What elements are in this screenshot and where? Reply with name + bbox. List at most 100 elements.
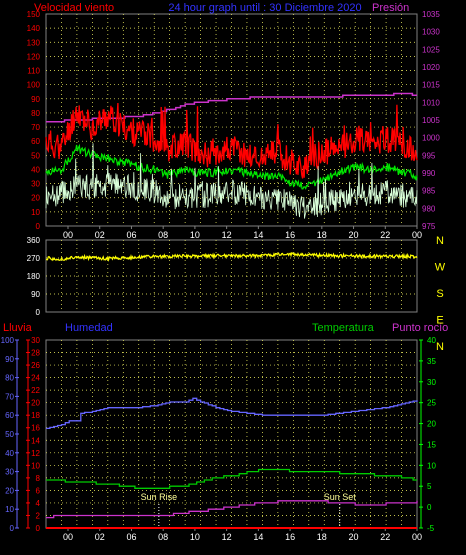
rain-tick-label: 10 bbox=[31, 461, 40, 470]
wind-speed-tick-label: 20 bbox=[31, 194, 40, 203]
graph-period-title: 24 hour graph until : 30 Diciembre 2020 bbox=[168, 2, 361, 14]
climate-panel-x-tick-label: 22 bbox=[380, 532, 390, 542]
wind-panel-x-tick-label: 16 bbox=[285, 230, 295, 240]
wind-panel-x-tick-label: 02 bbox=[95, 230, 105, 240]
wind-panel-x-tick-label: 14 bbox=[253, 230, 263, 240]
humidity-series-line bbox=[46, 397, 418, 430]
wind_avg-series-line bbox=[45, 143, 418, 219]
pressure-tick-label: 1000 bbox=[422, 134, 440, 143]
rain-tick-label: 20 bbox=[31, 399, 40, 408]
pressure-tick-label: 1005 bbox=[422, 116, 440, 125]
wind-speed-title: Velocidad viento bbox=[34, 2, 114, 14]
wind-speed-tick-label: 40 bbox=[31, 165, 40, 174]
climate-panel-x-tick-label: 00 bbox=[412, 532, 422, 542]
wind_gust-series-line bbox=[45, 143, 418, 190]
wind-speed-tick-label: 60 bbox=[31, 137, 40, 146]
wind-speed-tick-label: 140 bbox=[27, 24, 41, 33]
climate-panel-x-tick-label: 00 bbox=[63, 532, 73, 542]
rain-tick-label: 22 bbox=[31, 386, 40, 395]
rain-tick-label: 30 bbox=[31, 336, 40, 345]
compass-label: N bbox=[436, 341, 444, 353]
humidity-tick-label: 100 bbox=[1, 336, 15, 345]
humidity-tick-label: 80 bbox=[5, 374, 14, 383]
humidity-tick-label: 60 bbox=[5, 411, 14, 420]
pressure-tick-label: 985 bbox=[422, 187, 436, 196]
rain-tick-label: 12 bbox=[31, 449, 40, 458]
climate-panel-x-tick-label: 12 bbox=[222, 532, 232, 542]
rain-tick-label: 4 bbox=[36, 499, 41, 508]
temperature-title: Temperatura bbox=[312, 322, 375, 334]
dewpoint-series-line bbox=[46, 500, 418, 519]
humidity-tick-label: 30 bbox=[5, 468, 14, 477]
rain-tick-label: 6 bbox=[36, 486, 41, 495]
direction-tick-label: 0 bbox=[36, 308, 41, 317]
wind-speed-tick-label: 10 bbox=[31, 208, 40, 217]
wind-panel-x-tick-label: 00 bbox=[412, 230, 422, 240]
temperature-tick-label: 40 bbox=[427, 336, 436, 345]
wind-speed-tick-label: 100 bbox=[27, 81, 41, 90]
pressure-series-line bbox=[46, 92, 417, 123]
pressure-tick-label: 1015 bbox=[422, 81, 440, 90]
climate-panel-x-tick-label: 08 bbox=[158, 532, 168, 542]
pressure-tick-label: 1035 bbox=[422, 10, 440, 19]
wind-panel-x-tick-label: 08 bbox=[158, 230, 168, 240]
pressure-tick-label: 1020 bbox=[422, 63, 440, 72]
wind-panel-x-tick-label: 00 bbox=[63, 230, 73, 240]
wind-panel-x-tick-label: 12 bbox=[222, 230, 232, 240]
wind-speed-tick-label: 70 bbox=[31, 123, 40, 132]
rain-tick-label: 18 bbox=[31, 411, 40, 420]
wind-speed-tick-label: 120 bbox=[27, 52, 41, 61]
dewpoint-title: Punto rocío bbox=[392, 322, 448, 334]
temperature-tick-label: -5 bbox=[427, 524, 435, 533]
wind_speed-series-line bbox=[45, 102, 418, 179]
wind-direction-series-line bbox=[45, 251, 418, 263]
rain-tick-label: 28 bbox=[31, 349, 40, 358]
wind-panel-x-tick-label: 20 bbox=[349, 230, 359, 240]
climate-panel-x-tick-label: 16 bbox=[285, 532, 295, 542]
climate-panel-x-tick-label: 20 bbox=[349, 532, 359, 542]
rain-tick-label: 16 bbox=[31, 424, 40, 433]
wind-speed-tick-label: 80 bbox=[31, 109, 40, 118]
pressure-tick-label: 1010 bbox=[422, 98, 440, 107]
climate-panel-x-tick-label: 10 bbox=[190, 532, 200, 542]
pressure-tick-label: 980 bbox=[422, 204, 436, 213]
direction-tick-label: 90 bbox=[31, 290, 40, 299]
temperature-tick-label: 10 bbox=[427, 461, 436, 470]
humidity-tick-label: 50 bbox=[5, 430, 14, 439]
temperature-tick-label: 20 bbox=[427, 420, 436, 429]
climate-panel-x-tick-label: 14 bbox=[253, 532, 263, 542]
wind-speed-tick-label: 0 bbox=[36, 222, 41, 231]
humidity-tick-label: 90 bbox=[5, 355, 14, 364]
wind-panel-x-tick-label: 18 bbox=[317, 230, 327, 240]
direction-tick-label: 360 bbox=[27, 236, 41, 245]
temperature-tick-label: 15 bbox=[427, 440, 436, 449]
humidity-title: Humedad bbox=[65, 322, 113, 334]
compass-label: E bbox=[436, 315, 443, 327]
temperature-tick-label: 25 bbox=[427, 399, 436, 408]
direction-tick-label: 270 bbox=[27, 254, 41, 263]
humidity-tick-label: 20 bbox=[5, 486, 14, 495]
compass-label: N bbox=[436, 235, 444, 247]
sun-event-label: Sun Set bbox=[324, 492, 357, 502]
pressure-tick-label: 975 bbox=[422, 222, 436, 231]
climate-panel-x-tick-label: 02 bbox=[95, 532, 105, 542]
temperature-tick-label: 5 bbox=[427, 482, 432, 491]
compass-label: S bbox=[436, 288, 443, 300]
wind-speed-tick-label: 150 bbox=[27, 10, 41, 19]
pressure-tick-label: 1030 bbox=[422, 28, 440, 37]
wind-panel-x-tick-label: 10 bbox=[190, 230, 200, 240]
rain-tick-label: 26 bbox=[31, 361, 40, 370]
climate-panel-x-tick-label: 06 bbox=[126, 532, 136, 542]
rain-tick-label: 8 bbox=[36, 474, 41, 483]
wind-speed-tick-label: 30 bbox=[31, 180, 40, 189]
humidity-tick-label: 40 bbox=[5, 449, 14, 458]
sun-event-label: Sun Rise bbox=[141, 492, 178, 502]
wind-speed-tick-label: 130 bbox=[27, 38, 41, 47]
pressure-tick-label: 1025 bbox=[422, 45, 440, 54]
pressure-title: Presión bbox=[372, 2, 409, 14]
pressure-tick-label: 995 bbox=[422, 151, 436, 160]
climate-panel-x-tick-label: 18 bbox=[317, 532, 327, 542]
rain-title: Lluvia bbox=[3, 322, 33, 334]
temperature-tick-label: 35 bbox=[427, 357, 436, 366]
